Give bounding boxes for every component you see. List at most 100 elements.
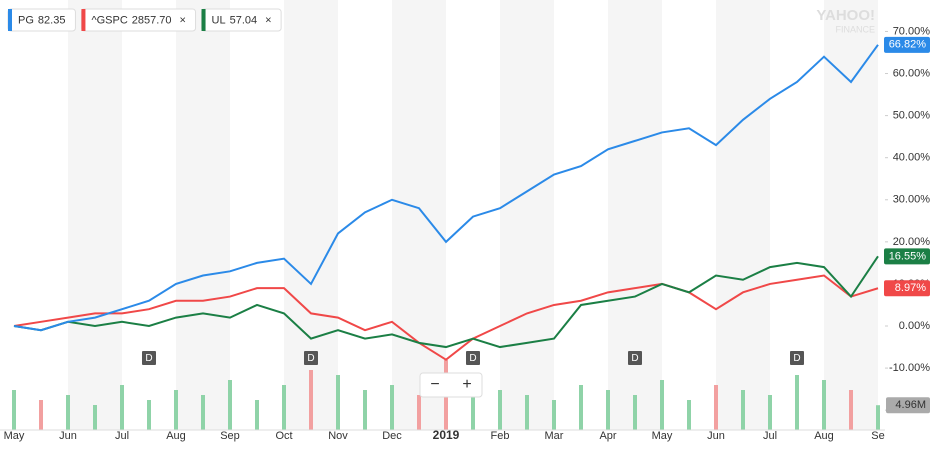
event-label: D [307, 353, 314, 364]
volume-bar [147, 400, 151, 430]
band [716, 0, 770, 430]
volume-bar [525, 395, 529, 430]
end-label: 66.82% [889, 39, 927, 51]
series-line [13, 274, 879, 361]
y-tick-label: 0.00% [899, 320, 930, 332]
volume-bar [120, 385, 124, 430]
volume-bar [795, 375, 799, 430]
volume-bar [822, 380, 826, 430]
event-label: D [631, 353, 638, 364]
band [176, 0, 230, 430]
event-marker [304, 351, 318, 365]
x-tick-label: Nov [328, 430, 348, 442]
zoom-out[interactable]: − [430, 376, 439, 393]
x-tick-label: Dec [382, 430, 402, 442]
volume-bar [471, 380, 475, 430]
volume-bar [174, 390, 178, 430]
legend-swatch [81, 9, 86, 31]
watermark: YAHOO! [816, 7, 875, 24]
x-tick-label: Aug [814, 430, 834, 442]
legend-chip[interactable]: UL 57.04 × [201, 8, 282, 32]
x-tick-label: Feb [491, 430, 510, 442]
legend-name: UL [212, 14, 226, 26]
watermark-sub: FINANCE [835, 24, 875, 34]
volume-bar [714, 385, 718, 430]
volume-bar [282, 385, 286, 430]
volume-bar [363, 390, 367, 430]
volume-bar [201, 395, 205, 430]
band [824, 0, 878, 430]
volume-bar [66, 395, 70, 430]
zoom-in[interactable]: + [462, 376, 471, 393]
legend-name: ^GSPC [91, 14, 127, 26]
volume-bar [768, 395, 772, 430]
end-label-box [884, 248, 930, 265]
month-bands [68, 0, 878, 430]
series-line [13, 44, 879, 332]
volume-bar [12, 390, 16, 430]
y-tick-label: 20.00% [893, 236, 931, 248]
volume-bar [660, 380, 664, 430]
volume-bar [633, 395, 637, 430]
y-tick-label: 60.00% [893, 67, 931, 79]
volume-bar [741, 390, 745, 430]
legend-chip[interactable]: ^GSPC 2857.70 × [80, 8, 197, 32]
band [68, 0, 122, 430]
y-tick-label: -10.00% [889, 362, 930, 374]
end-label: 16.55% [889, 250, 927, 262]
x-tick-label: Jul [115, 430, 129, 442]
end-label: 8.97% [895, 282, 926, 294]
band [284, 0, 338, 430]
x-tick-label: Jun [707, 430, 725, 442]
legend-price: 57.04 [230, 14, 258, 26]
volume-bar [417, 395, 421, 430]
legend-close[interactable]: × [180, 14, 186, 26]
volume-bar [390, 385, 394, 430]
volume-bar [606, 390, 610, 430]
zoom-controls [419, 372, 483, 398]
volume-bar [228, 380, 232, 430]
end-label-box [884, 280, 930, 297]
x-tick-label: Jun [59, 430, 77, 442]
x-tick-label: Apr [599, 430, 616, 442]
volume-bar [336, 375, 340, 430]
volume-bar [579, 385, 583, 430]
legend-close[interactable]: × [265, 14, 271, 26]
legend-name: PG [18, 14, 34, 26]
volume-bar [552, 400, 556, 430]
band [608, 0, 662, 430]
x-tick-label: May [652, 430, 673, 442]
y-tick-label: 70.00% [893, 25, 931, 37]
event-marker [142, 351, 156, 365]
legend-price: 82.35 [38, 14, 66, 26]
legend-swatch [201, 9, 206, 31]
volume-bar [39, 400, 43, 430]
x-tick-label: Se [871, 430, 884, 442]
event-marker [466, 351, 480, 365]
volume-bar [687, 400, 691, 430]
series-line [13, 255, 879, 349]
band [500, 0, 554, 430]
x-tick-label: Mar [545, 430, 564, 442]
end-label-box [884, 36, 930, 53]
x-tick-label: Aug [166, 430, 186, 442]
x-tick-label: May [4, 430, 25, 442]
x-tick-label: 2019 [433, 428, 460, 442]
legend-price: 2857.70 [132, 14, 172, 26]
x-tick-label: Oct [275, 430, 292, 442]
legend-chip[interactable]: PG 82.35 [7, 8, 76, 32]
y-tick-label: 30.00% [893, 194, 931, 206]
volume-bar [309, 370, 313, 430]
volume-label-box [886, 397, 930, 414]
volume-label: 4.96M [895, 399, 926, 411]
volume-bar [498, 390, 502, 430]
volume-bar [876, 405, 880, 430]
event-label: D [145, 353, 152, 364]
band [392, 0, 446, 430]
event-label: D [469, 353, 476, 364]
y-tick-label: 40.00% [893, 152, 931, 164]
volume-bar [93, 405, 97, 430]
event-label: D [793, 353, 800, 364]
